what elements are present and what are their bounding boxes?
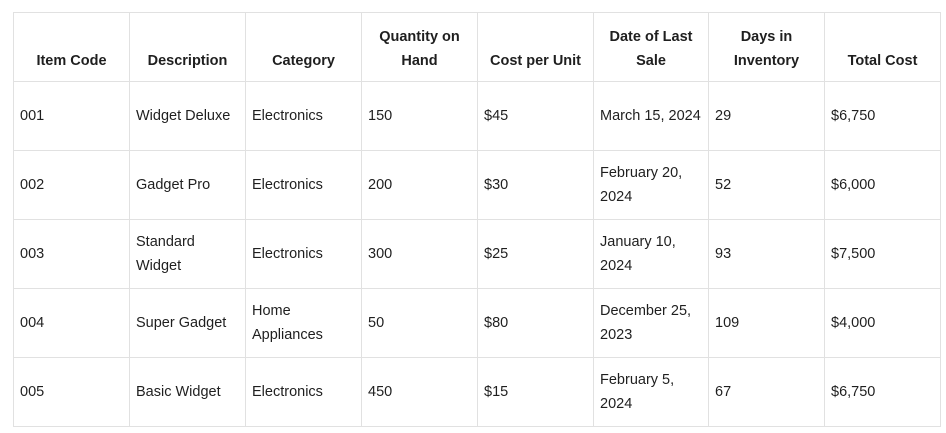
cell-date-of-last-sale: February 20, 2024: [593, 150, 709, 220]
inventory-table: Item Code Description Category Quantity …: [13, 12, 941, 427]
cell-category: Electronics: [245, 357, 362, 427]
header-total-cost: Total Cost: [824, 12, 941, 82]
cell-category: Home Appliances: [245, 288, 362, 358]
header-cost-per-unit: Cost per Unit: [477, 12, 594, 82]
cell-days-in-inventory: 67: [708, 357, 825, 427]
cell-total-cost: $6,750: [824, 357, 941, 427]
cell-quantity: 450: [361, 357, 478, 427]
cell-item-code: 001: [13, 81, 130, 151]
cell-cost-per-unit: $25: [477, 219, 594, 289]
table-header: Item Code Description Category Quantity …: [13, 12, 941, 82]
cell-category: Electronics: [245, 219, 362, 289]
cell-total-cost: $6,750: [824, 81, 941, 151]
header-description: Description: [129, 12, 246, 82]
cell-cost-per-unit: $15: [477, 357, 594, 427]
cell-date-of-last-sale: December 25, 2023: [593, 288, 709, 358]
cell-description: Standard Widget: [129, 219, 246, 289]
header-quantity-on-hand: Quantity on Hand: [361, 12, 478, 82]
cell-days-in-inventory: 93: [708, 219, 825, 289]
table-row: 003 Standard Widget Electronics 300 $25 …: [13, 219, 941, 289]
table-row: 002 Gadget Pro Electronics 200 $30 Febru…: [13, 150, 941, 220]
cell-quantity: 50: [361, 288, 478, 358]
cell-category: Electronics: [245, 81, 362, 151]
header-item-code: Item Code: [13, 12, 130, 82]
cell-description: Widget Deluxe: [129, 81, 246, 151]
cell-date-of-last-sale: February 5, 2024: [593, 357, 709, 427]
cell-cost-per-unit: $30: [477, 150, 594, 220]
table-body: 001 Widget Deluxe Electronics 150 $45 Ma…: [13, 81, 941, 427]
header-row: Item Code Description Category Quantity …: [13, 12, 941, 82]
cell-item-code: 005: [13, 357, 130, 427]
cell-quantity: 200: [361, 150, 478, 220]
table-row: 001 Widget Deluxe Electronics 150 $45 Ma…: [13, 81, 941, 151]
cell-cost-per-unit: $80: [477, 288, 594, 358]
cell-description: Basic Widget: [129, 357, 246, 427]
cell-total-cost: $6,000: [824, 150, 941, 220]
inventory-table-container: Item Code Description Category Quantity …: [13, 12, 941, 427]
header-date-of-last-sale: Date of Last Sale: [593, 12, 709, 82]
cell-description: Super Gadget: [129, 288, 246, 358]
header-category: Category: [245, 12, 362, 82]
cell-days-in-inventory: 109: [708, 288, 825, 358]
table-row: 005 Basic Widget Electronics 450 $15 Feb…: [13, 357, 941, 427]
cell-item-code: 003: [13, 219, 130, 289]
cell-category: Electronics: [245, 150, 362, 220]
header-days-in-inventory: Days in Inventory: [708, 12, 825, 82]
cell-date-of-last-sale: January 10, 2024: [593, 219, 709, 289]
cell-cost-per-unit: $45: [477, 81, 594, 151]
cell-item-code: 002: [13, 150, 130, 220]
cell-days-in-inventory: 52: [708, 150, 825, 220]
table-row: 004 Super Gadget Home Appliances 50 $80 …: [13, 288, 941, 358]
cell-date-of-last-sale: March 15, 2024: [593, 81, 709, 151]
cell-total-cost: $4,000: [824, 288, 941, 358]
cell-days-in-inventory: 29: [708, 81, 825, 151]
cell-description: Gadget Pro: [129, 150, 246, 220]
cell-quantity: 300: [361, 219, 478, 289]
cell-item-code: 004: [13, 288, 130, 358]
cell-quantity: 150: [361, 81, 478, 151]
cell-total-cost: $7,500: [824, 219, 941, 289]
